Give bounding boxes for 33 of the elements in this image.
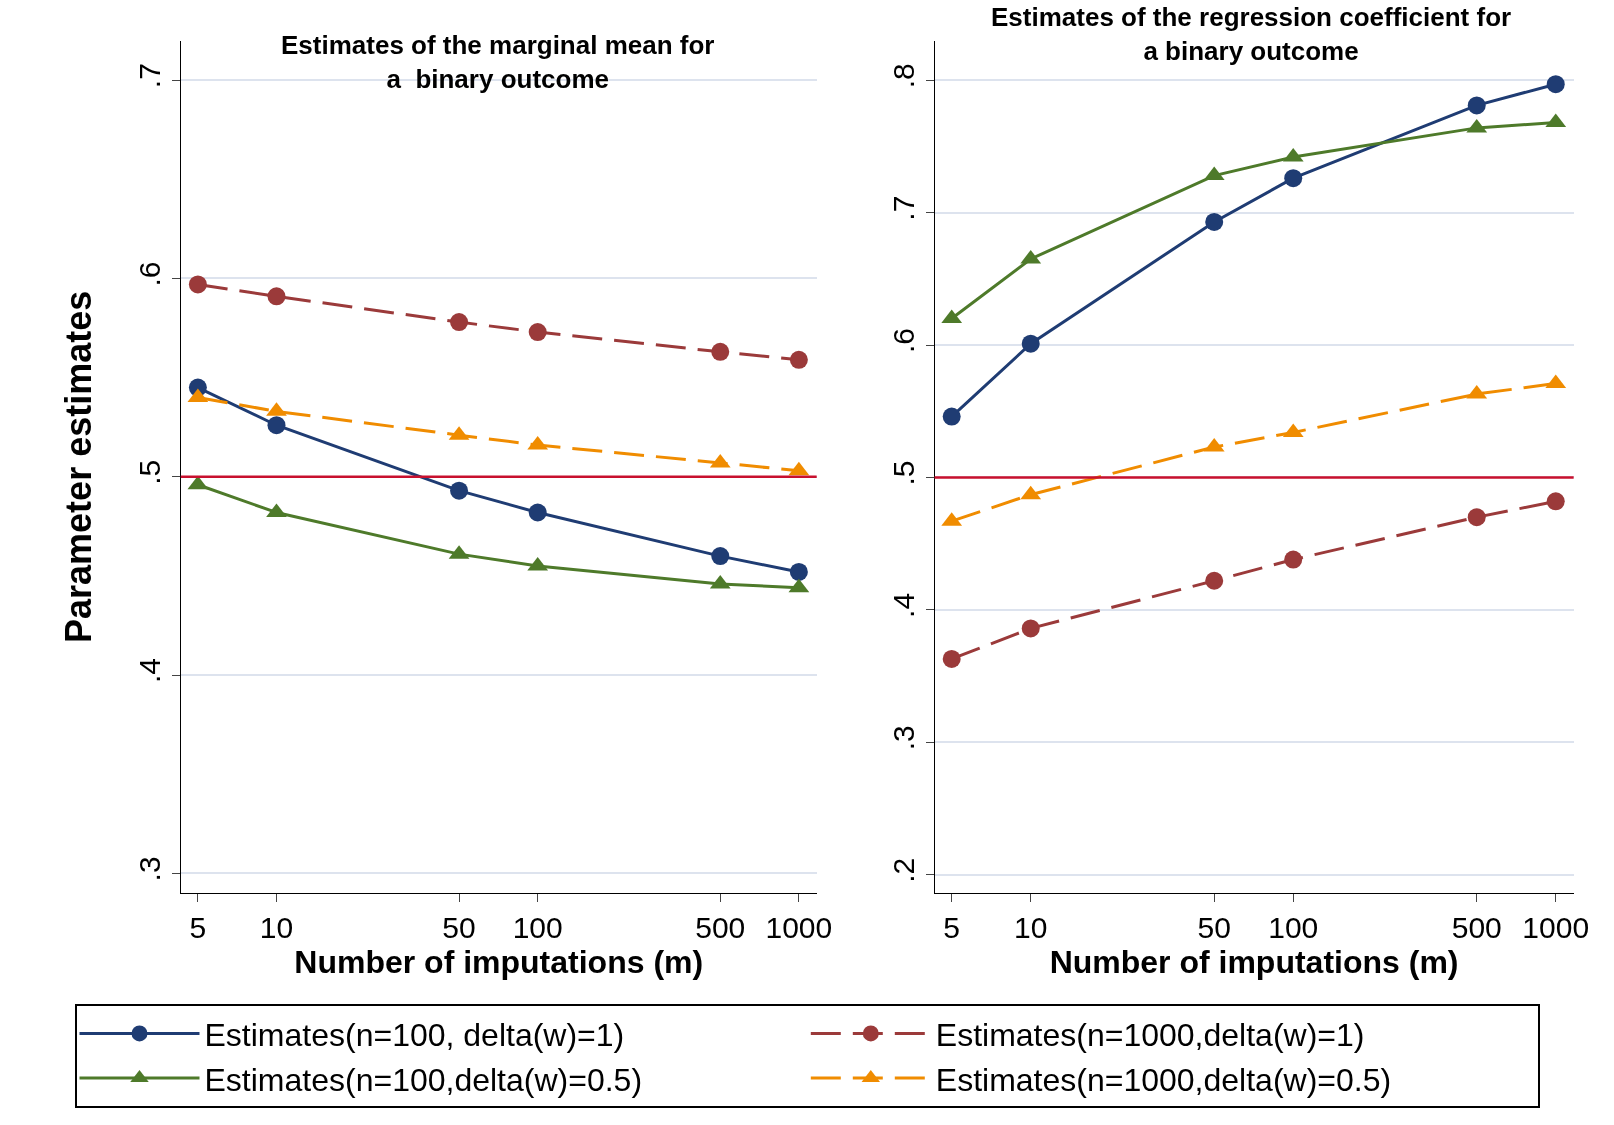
legend-label: Estimates(n=100, delta(w)=1) [204,1016,625,1053]
y-tick-label: .6 [132,261,166,287]
y-tick-label: .7 [132,63,166,89]
chart-title: Estimates of the regression coefficient for a binary outcome [991,2,1512,66]
x-tick-label: 100 [512,911,563,945]
x-tick-label: 500 [695,911,746,945]
y-tick-label: .3 [132,856,166,882]
y-tick-label: .6 [886,328,920,354]
x-axis-title: Number of imputations (m) [1049,944,1459,981]
x-tick-label: 5 [189,911,207,945]
x-tick-label: 5 [943,911,961,945]
x-tick-label: 1000 [765,911,833,945]
y-tick-label: .3 [886,725,920,751]
chart-title: Estimates of the marginal mean for a binary outcome [281,30,715,94]
x-axis-title: Number of imputations (m) [294,944,704,981]
x-tick-label: 10 [259,911,294,945]
x-tick-label: 1000 [1522,911,1590,945]
legend-label: Estimates(n=100,delta(w)=0.5) [204,1061,643,1098]
x-tick-label: 100 [1268,911,1319,945]
x-tick-label: 500 [1451,911,1502,945]
legend-label: Estimates(n=1000,delta(w)=0.5) [935,1061,1392,1098]
y-tick-label: .5 [886,460,920,486]
y-axis-title: Parameter estimates [57,290,99,643]
y-tick-label: .8 [886,63,920,89]
y-tick-label: .5 [132,459,166,485]
x-tick-label: 50 [1197,911,1231,945]
x-tick-label: 10 [1014,911,1048,945]
y-tick-label: .2 [886,857,920,883]
y-tick-label: .7 [886,195,920,221]
y-tick-label: .4 [132,658,166,684]
y-tick-label: .4 [886,592,920,618]
x-tick-label: 50 [442,911,476,945]
legend-label: Estimates(n=1000,delta(w)=1) [935,1016,1365,1053]
